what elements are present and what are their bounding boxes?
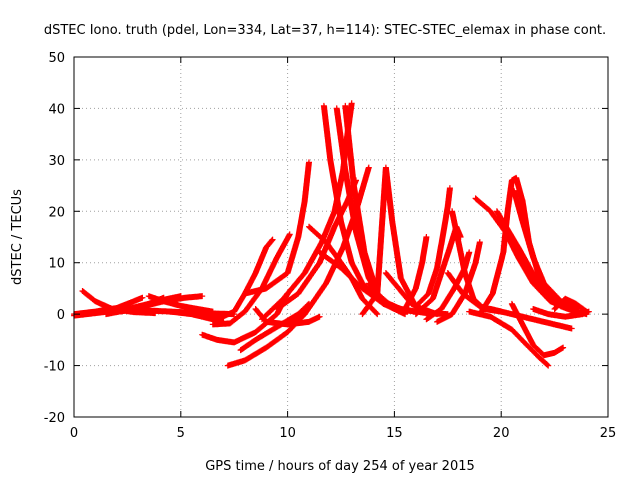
y-tick-label: 20 — [48, 205, 65, 220]
chart-title: dSTEC Iono. truth (pdel, Lon=334, Lat=37… — [44, 23, 606, 38]
data-track — [402, 234, 430, 312]
x-axis-label: GPS time / hours of day 254 of year 2015 — [205, 459, 475, 474]
track-markers — [320, 102, 387, 307]
x-tick-label: 0 — [70, 426, 78, 441]
data-series — [71, 100, 592, 369]
data-track — [320, 102, 387, 307]
x-tick-label: 20 — [493, 426, 510, 441]
y-tick-label: 10 — [48, 257, 65, 272]
data-track — [466, 308, 552, 369]
x-tick-label: 25 — [600, 426, 617, 441]
data-track — [487, 306, 575, 332]
track-markers — [487, 306, 575, 332]
x-tick-label: 15 — [386, 426, 403, 441]
x-tick-label: 10 — [279, 426, 296, 441]
axis-ticks — [73, 56, 609, 418]
y-tick-label: 40 — [48, 102, 65, 117]
data-track — [508, 300, 567, 359]
y-tick-label: -10 — [44, 360, 65, 375]
track-markers — [199, 236, 276, 322]
y-tick-label: 30 — [48, 154, 65, 169]
data-track — [530, 306, 592, 320]
data-track — [551, 295, 590, 315]
data-track — [199, 236, 276, 322]
track-markers — [551, 295, 590, 315]
y-axis-label: dSTEC / TECUs — [10, 189, 25, 285]
track-markers — [508, 300, 567, 359]
y-tick-label: -20 — [44, 411, 65, 426]
track-markers — [412, 185, 453, 310]
track-markers — [241, 159, 312, 297]
track-markers — [530, 306, 592, 320]
data-track — [241, 159, 312, 297]
x-tick-label: 5 — [177, 426, 185, 441]
data-track — [209, 231, 293, 328]
data-track — [412, 185, 453, 310]
y-tick-label: 50 — [48, 51, 65, 66]
track-markers — [402, 234, 430, 312]
track-markers — [209, 231, 293, 328]
tick-labels: 0 5 10 15 20 25 -20 -10 0 10 20 30 40 50 — [44, 51, 617, 441]
plot-frame — [73, 56, 609, 418]
y-tick-label: 0 — [57, 308, 65, 323]
track-markers — [466, 308, 552, 369]
